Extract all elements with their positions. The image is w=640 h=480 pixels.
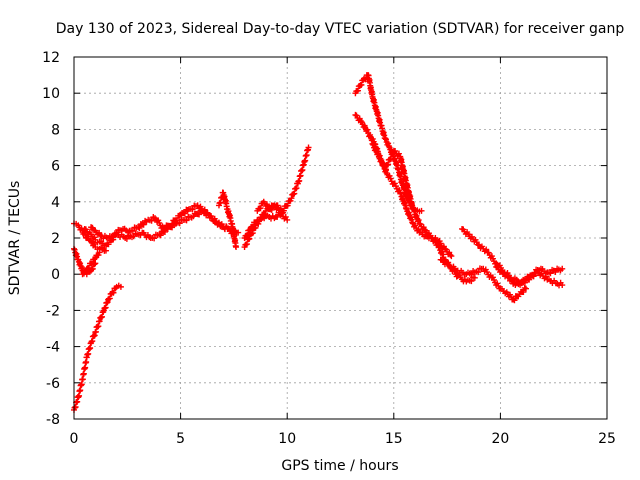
x-tick-label: 20 (491, 431, 509, 447)
series-arc-13 (369, 140, 478, 285)
series-arc-14 (437, 256, 529, 304)
x-tick-label: 10 (278, 431, 296, 447)
y-tick-label: 10 (42, 86, 60, 102)
y-tick-label: 8 (51, 122, 60, 138)
series-arc-1 (71, 282, 124, 413)
data-markers (71, 282, 124, 413)
series-arc-7 (215, 189, 240, 251)
series-arc-16 (493, 263, 566, 289)
x-axis-label: GPS time / hours (281, 458, 398, 474)
plot-frame (73, 56, 608, 420)
data-markers (254, 198, 286, 216)
data-markers (88, 207, 237, 242)
series-arc-6 (79, 249, 103, 278)
chart-title: Day 130 of 2023, Sidereal Day-to-day VTE… (56, 21, 625, 37)
series-arc-5 (88, 207, 237, 242)
data-markers (437, 256, 529, 304)
x-tick-label: 5 (176, 431, 185, 447)
y-tick-label: 2 (51, 231, 60, 247)
y-tick-label: -4 (46, 340, 60, 356)
y-tick-label: 12 (42, 50, 60, 66)
data-markers (369, 140, 478, 285)
y-tick-label: 0 (51, 267, 60, 283)
y-axis-label: SDTVAR / TECUs (7, 181, 23, 296)
data-markers (241, 144, 312, 241)
axis-ticks: 0 5 10 15 20 25 -8 -6 -4 -2 0 2 4 6 8 10 12 (42, 50, 616, 447)
series-arc-10 (254, 198, 286, 216)
y-tick-label: -6 (46, 376, 60, 392)
y-tick-label: 4 (51, 195, 60, 211)
y-tick-label: -8 (46, 412, 60, 428)
y-tick-label: 6 (51, 159, 60, 175)
x-tick-label: 0 (70, 431, 79, 447)
y-tick-label: -2 (46, 303, 60, 319)
data-markers (352, 72, 425, 215)
x-tick-label: 25 (598, 431, 616, 447)
data-points (71, 72, 566, 413)
series-arc-8 (241, 144, 312, 241)
data-markers (79, 249, 103, 278)
x-tick-label: 15 (385, 431, 403, 447)
grid-lines (74, 57, 607, 419)
data-markers (493, 263, 566, 289)
data-markers (215, 189, 240, 251)
series-arc-11 (352, 72, 425, 215)
